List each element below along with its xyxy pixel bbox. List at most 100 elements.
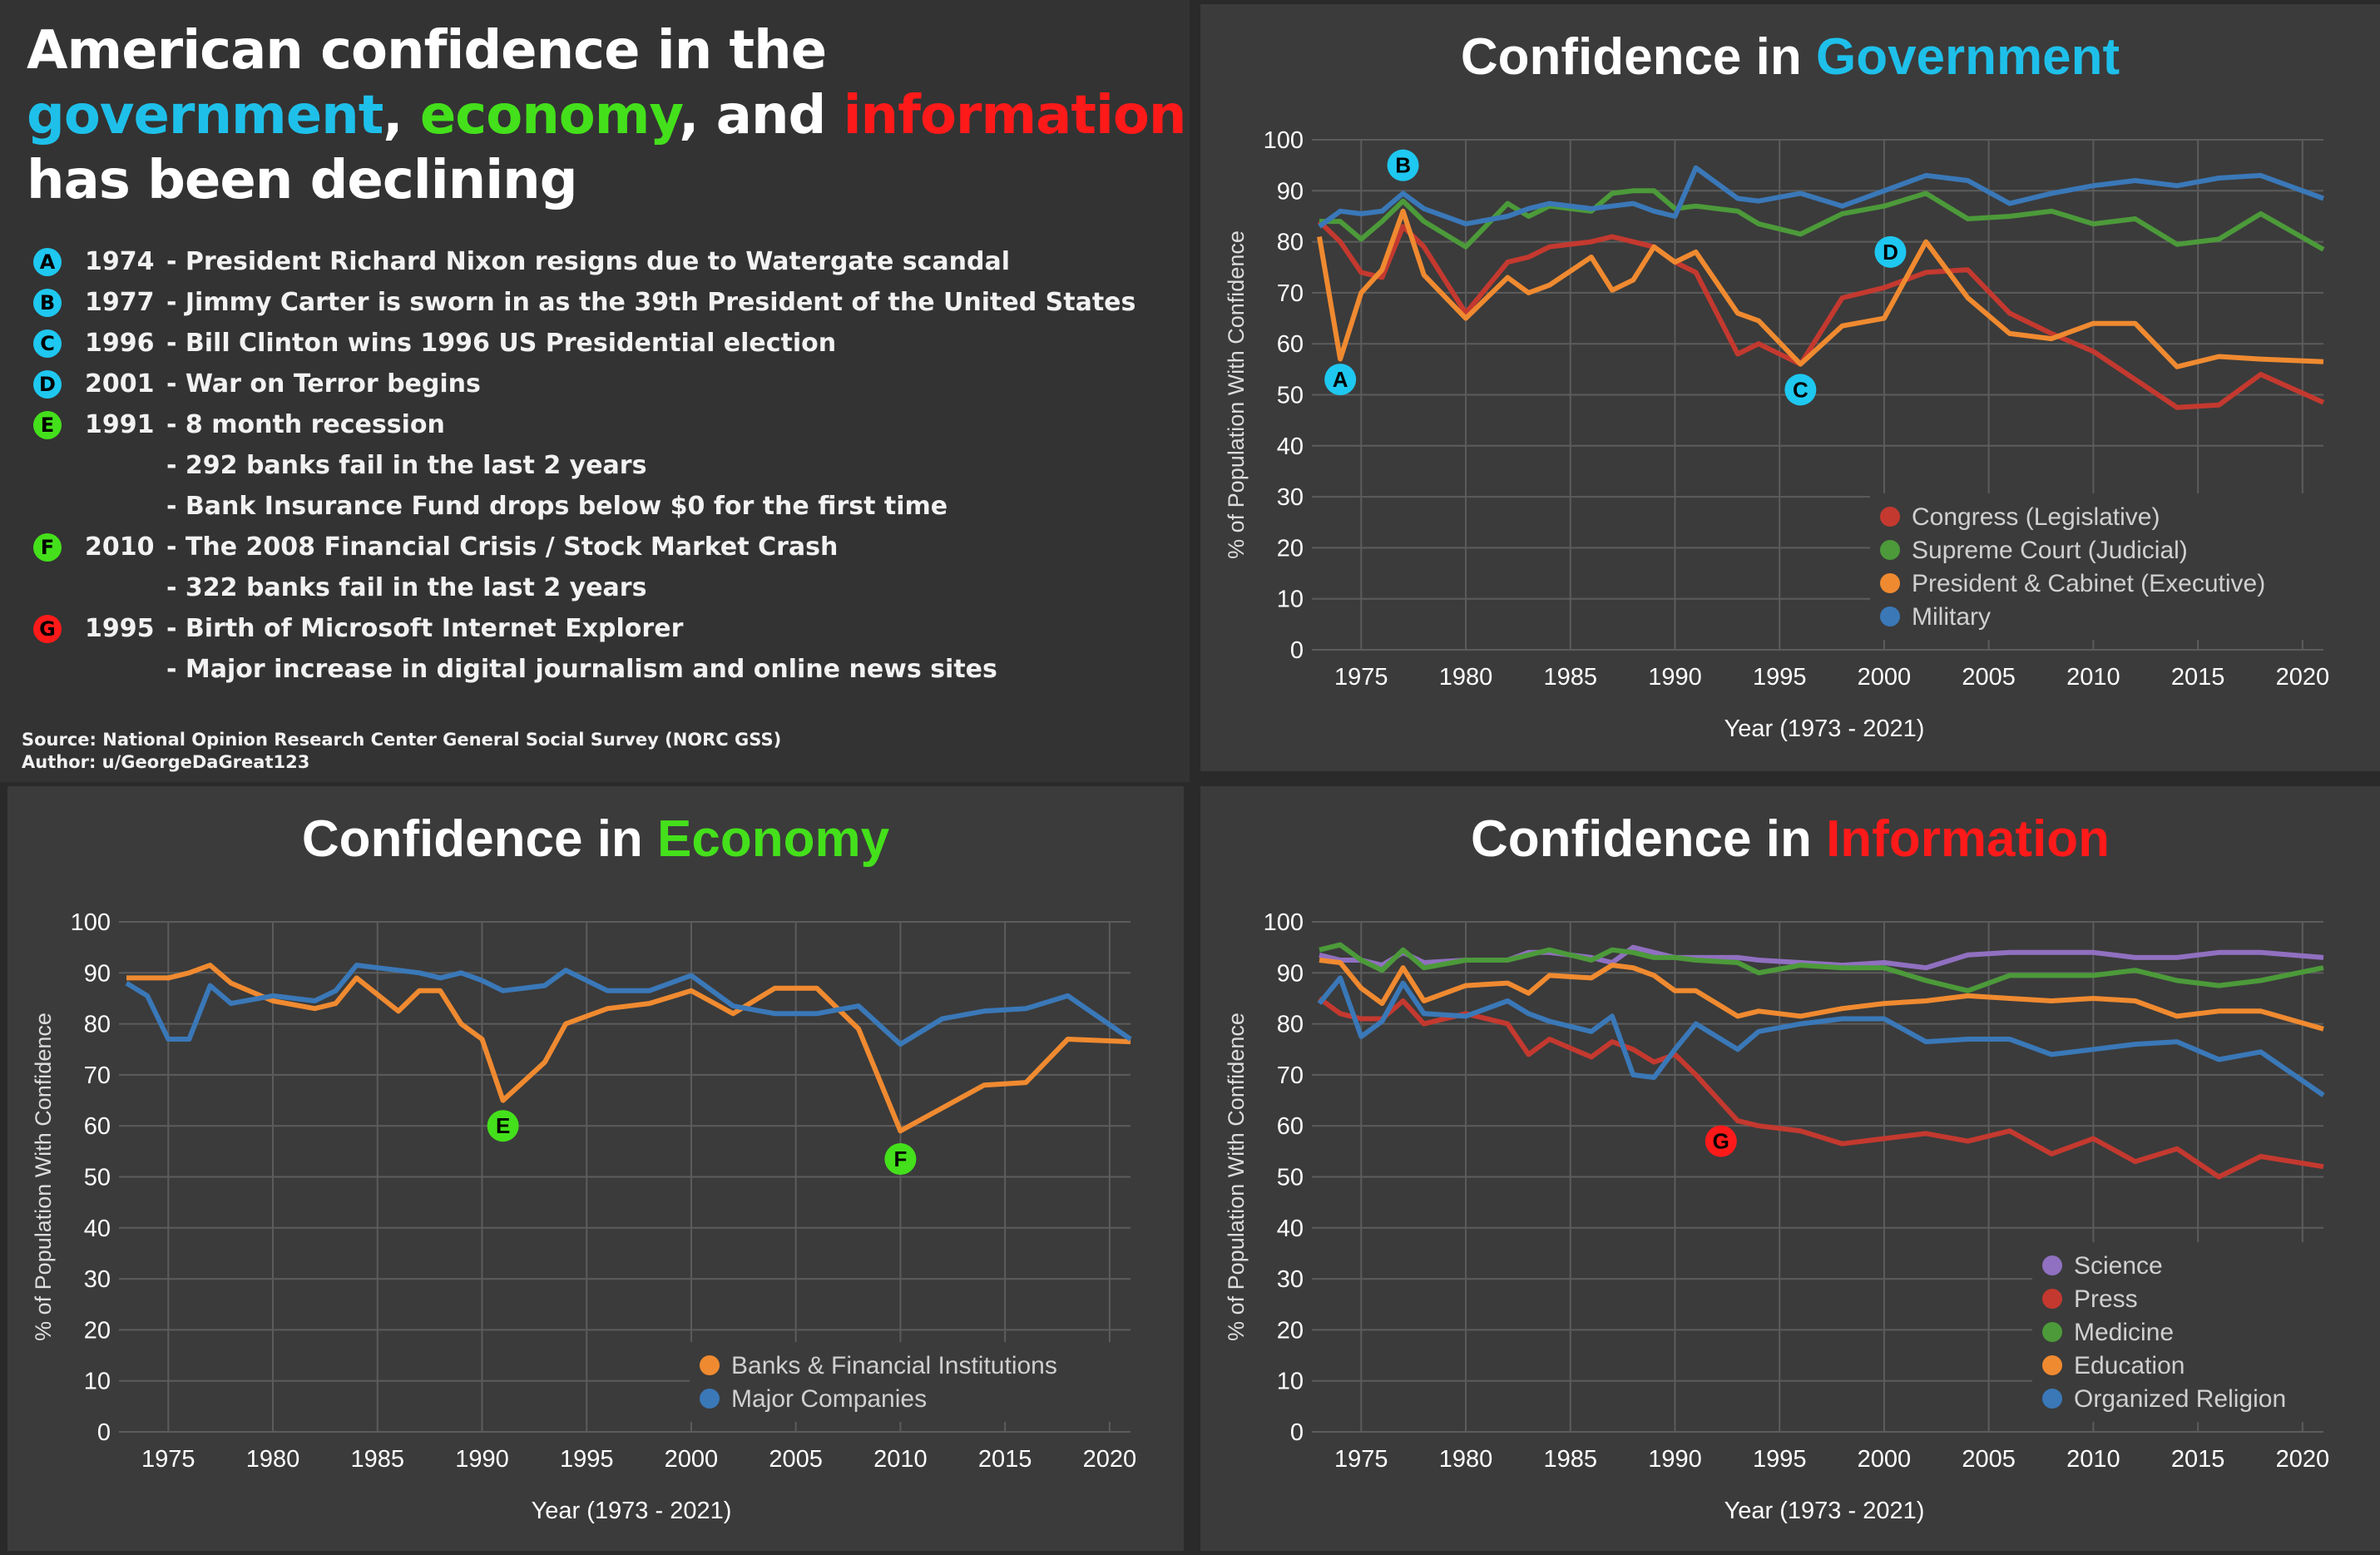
y-tick-label: 40 [1277,433,1304,460]
event-text: - The 2008 Financial Crisis / Stock Mark… [166,532,839,562]
y-tick-label: 20 [1277,1317,1304,1344]
event-year: 1977 [85,288,155,317]
legend-marker [1880,573,1900,593]
legend-background [690,1342,1131,1422]
headline-economy: economy [419,85,680,146]
annotation-badge [1324,364,1357,396]
event-text: - Jimmy Carter is sworn in as the 39th P… [166,288,1136,317]
x-tick-label: 2005 [1962,1446,2016,1473]
legend-marker [700,1389,720,1409]
y-tick-label: 40 [1277,1216,1304,1242]
x-tick-label: 2020 [2276,1446,2330,1473]
y-tick-label: 60 [1277,331,1304,358]
annotation-badge [884,1143,917,1176]
x-tick-label: 2000 [1858,664,1912,691]
legend-label: Press [2074,1285,2138,1313]
y-tick-label: 90 [1277,960,1304,987]
chart-title: Confidence in Economy [302,810,890,868]
headline-line-1: American confidence in the [27,20,827,82]
legend-marker [2042,1289,2062,1309]
x-tick-label: 2015 [2171,664,2225,691]
legend-label: President & Cabinet (Executive) [1912,570,2265,597]
event-text: - President Richard Nixon resigns due to… [166,247,1011,276]
government-chart: Confidence in Government 0 10 20 30 40 50 60 70 8… [1224,28,2330,742]
information-chart: Confidence in Information 0 10 20 30 40 50 60 70… [1224,810,2330,1524]
annotation-label: E [496,1113,510,1138]
legend-marker [2042,1355,2062,1375]
legend-label: Education [2074,1352,2185,1379]
event-badge: F [33,533,62,562]
annotation-label: A [1333,367,1348,392]
y-tick-label: 0 [1290,637,1304,664]
y-tick-label: 50 [84,1165,111,1191]
y-axis-title: % of Population With Confidence [1224,230,1249,559]
y-tick-label: 100 [71,909,111,936]
x-tick-label: 2015 [978,1446,1032,1473]
economy-chart: Confidence in Economy 0 10 20 30 40 50 60 70 80 90… [31,810,1137,1524]
y-tick-label: 80 [1277,1012,1304,1038]
event-badge: E [33,411,62,439]
annotation-label: G [1713,1129,1729,1154]
x-tick-label: 1980 [1439,664,1493,691]
government-chart-panel: Confidence in Government 0 10 20 30 40 50 60 70 8… [1200,4,2380,771]
legend-label: Military [1912,603,1991,631]
legend-marker [2042,1322,2062,1342]
annotation-badge [1387,149,1419,181]
x-tick-label: 2020 [1083,1446,1137,1473]
source-credits: Source: National Opinion Research Center… [22,729,781,774]
x-tick-label: 2005 [1962,664,2016,691]
event-badge: A [33,248,62,276]
event-year: 1974 [85,247,155,276]
annotation-label: F [893,1146,907,1171]
annotation-badge [1784,374,1817,406]
event-year: 2001 [85,369,155,399]
summary-panel: American confidence in the government, e… [0,0,1190,782]
series-line-supreme-court-judicial- [1319,188,2325,252]
y-tick-label: 20 [1277,535,1304,562]
legend-marker [2042,1389,2062,1409]
event-year: 1991 [85,410,155,439]
x-tick-label: 2020 [2276,664,2330,691]
legend-marker [1880,607,1900,626]
chart-title: Confidence in Government [1461,28,2120,86]
y-tick-label: 40 [84,1216,111,1242]
legend-label: Medicine [2074,1319,2174,1346]
annotation-badge [1705,1125,1737,1157]
source-text: Source: National Opinion Research Center… [22,730,782,750]
event-badge: B [33,289,62,317]
x-tick-label: 1975 [141,1446,195,1473]
x-axis-title: Year (1973 - 2021) [1724,1498,1925,1524]
event-text: - Bank Insurance Fund drops below $0 for… [166,492,948,521]
annotation-label: B [1395,153,1411,178]
y-tick-label: 100 [1264,127,1304,154]
chart-title-prefix: Confidence in [1471,810,1826,868]
series-line-education [1319,958,2324,1032]
series-line-organized-religion [1317,975,2325,1097]
x-tick-label: 1975 [1334,1446,1388,1473]
x-tick-label: 1980 [1439,1446,1493,1473]
y-tick-label: 10 [1277,587,1304,613]
y-tick-label: 100 [1264,909,1304,936]
series-line-press [1318,996,2324,1180]
y-tick-label: 70 [1277,1062,1304,1089]
annotation-badge [487,1110,519,1142]
y-tick-label: 30 [1277,1266,1304,1293]
legend-label: Major Companies [731,1385,927,1413]
event-year: 2010 [85,532,155,562]
chart-title-accent: Government [1816,28,2120,86]
information-chart-panel: Confidence in Information 0 10 20 30 40 50 60 70… [1200,786,2380,1551]
x-tick-label: 2005 [769,1446,823,1473]
annotation-label: C [1793,377,1809,402]
legend-label: Banks & Financial Institutions [731,1352,1057,1379]
legend-marker [700,1355,720,1375]
event-text: - 322 banks fail in the last 2 years [166,573,647,602]
series-line-congress-legislative- [1317,219,2325,410]
y-tick-label: 60 [84,1113,111,1140]
x-tick-label: 1995 [1753,1446,1807,1473]
headline-separator: , [383,85,420,146]
y-tick-label: 70 [1277,280,1304,307]
chart-title-accent: Information [1826,810,2110,868]
x-tick-label: 1995 [560,1446,614,1473]
event-badge: D [33,370,62,399]
legend-label: Congress (Legislative) [1912,503,2160,531]
